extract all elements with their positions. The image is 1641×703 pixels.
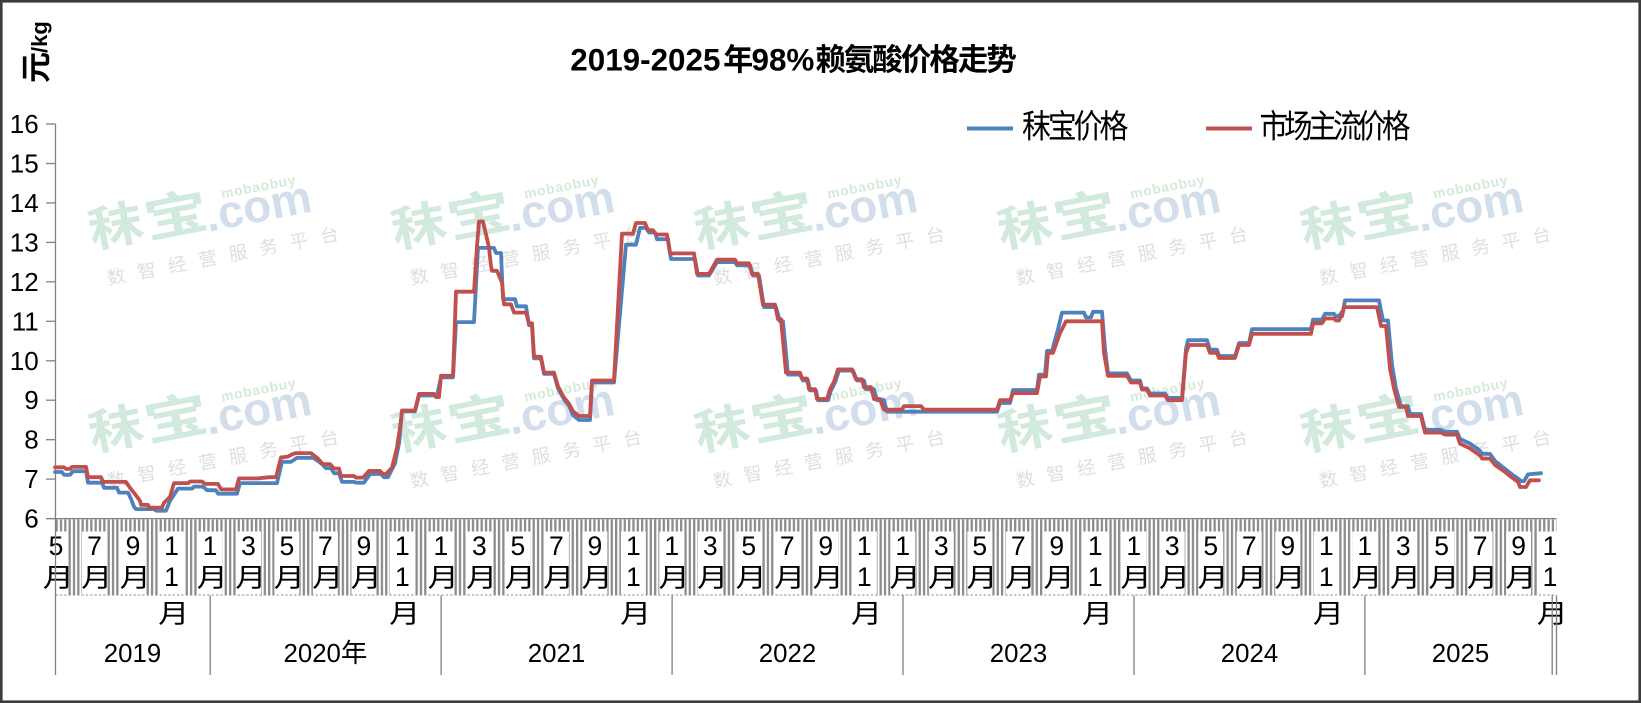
svg-text:16: 16 [10,109,39,139]
svg-text:9: 9 [126,531,141,561]
svg-text:1: 1 [395,531,410,561]
svg-text:1: 1 [626,531,641,561]
svg-text:7: 7 [87,531,102,561]
svg-text:11: 11 [12,306,39,336]
svg-text:9: 9 [818,531,833,561]
svg-text:3: 3 [934,531,949,561]
svg-text:9: 9 [1280,531,1295,561]
svg-text:5: 5 [1434,531,1449,561]
svg-text:1: 1 [895,531,910,561]
svg-text:1: 1 [1088,531,1103,561]
svg-text:5: 5 [741,531,756,561]
svg-text:5: 5 [511,531,526,561]
svg-text:1: 1 [164,562,179,592]
svg-text:14: 14 [10,188,39,218]
svg-text:9: 9 [1049,531,1064,561]
svg-text:3: 3 [241,531,256,561]
svg-text:7: 7 [318,531,333,561]
svg-text:6: 6 [24,504,38,534]
svg-text:1: 1 [857,562,872,592]
svg-text:15: 15 [10,149,39,179]
svg-text:2024: 2024 [1221,640,1278,668]
svg-text:9: 9 [357,531,372,561]
svg-text:7: 7 [24,464,38,494]
svg-text:1: 1 [1319,531,1334,561]
svg-text:2020: 2020 [284,640,341,668]
svg-text:1: 1 [1319,562,1334,592]
svg-text:12: 12 [10,267,39,297]
svg-text:9: 9 [1511,531,1526,561]
svg-text:1: 1 [203,531,218,561]
svg-text:7: 7 [1473,531,1488,561]
svg-text:1: 1 [664,531,679,561]
svg-text:9: 9 [24,385,38,415]
svg-text:1: 1 [434,531,449,561]
svg-text:7: 7 [549,531,564,561]
svg-text:13: 13 [10,227,39,257]
svg-text:7: 7 [780,531,795,561]
svg-text:8: 8 [24,425,38,455]
svg-text:2022: 2022 [759,640,816,668]
svg-text:3: 3 [1396,531,1411,561]
svg-text:1: 1 [1543,531,1558,561]
svg-text:5: 5 [1203,531,1218,561]
svg-text:10: 10 [10,346,39,376]
svg-text:1: 1 [1126,531,1141,561]
svg-text:2021: 2021 [528,640,585,668]
svg-text:7: 7 [1011,531,1026,561]
svg-text:1: 1 [1357,531,1372,561]
svg-text:1: 1 [857,531,872,561]
svg-text:2019: 2019 [104,640,161,668]
svg-text:2019-2025: 2019-2025 [570,42,720,77]
svg-text:5: 5 [972,531,987,561]
svg-text:5: 5 [280,531,295,561]
svg-text:1: 1 [164,531,179,561]
svg-text:3: 3 [472,531,487,561]
svg-text:9: 9 [588,531,603,561]
svg-text:1: 1 [395,562,410,592]
svg-text:2023: 2023 [990,640,1047,668]
svg-text:/kg: /kg [27,21,52,53]
svg-text:3: 3 [703,531,718,561]
svg-text:98%: 98% [752,42,815,77]
svg-text:2025: 2025 [1432,640,1489,668]
svg-text:3: 3 [1165,531,1180,561]
svg-text:1: 1 [1543,562,1558,592]
svg-text:7: 7 [1242,531,1257,561]
svg-text:1: 1 [626,562,641,592]
svg-text:1: 1 [1088,562,1103,592]
